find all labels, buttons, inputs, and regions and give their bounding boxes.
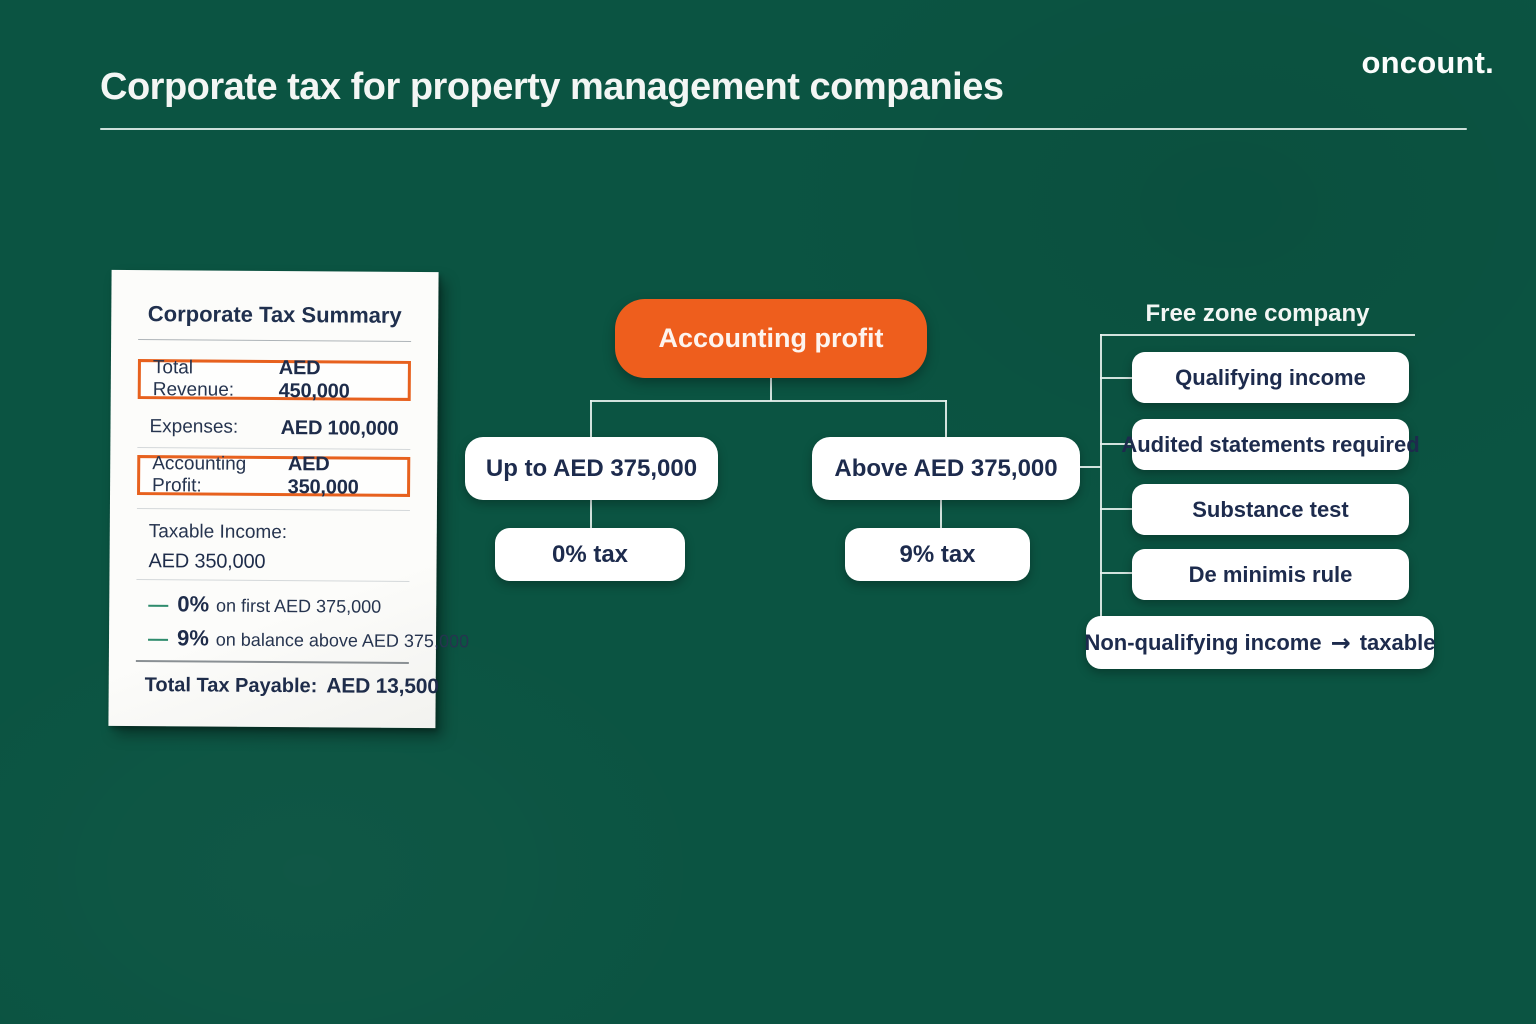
breakdown-rate: 0% [177, 591, 210, 617]
total-tax-label: Total Tax Payable: [144, 674, 318, 698]
expenses-value: AED 100,000 [280, 416, 399, 440]
connector-left-result [590, 499, 592, 529]
taxable-text: taxable [1359, 629, 1436, 655]
connector-root-drop [770, 378, 772, 401]
free-zone-non-qualifying-note: Non-qualifying income → taxable [1084, 616, 1436, 669]
free-zone-title: Free zone company [1145, 300, 1370, 327]
card-title: Corporate Tax Summary [147, 301, 402, 328]
taxable-income-value: AED 350,000 [148, 550, 266, 573]
right-arrow-icon: → [1330, 628, 1351, 657]
result-0-percent-tax: 0% tax [495, 528, 685, 581]
breakdown-rate-0: — 0% on first AED 375,000 [148, 591, 406, 619]
header-divider [100, 128, 1467, 130]
free-zone-title-rule [1100, 334, 1415, 336]
free-zone-item-substance-test: Substance test [1132, 484, 1409, 535]
total-tax-value: AED 13,500 [326, 674, 439, 699]
free-zone-stub [1100, 572, 1133, 574]
free-zone-item-qualifying-income: Qualifying income [1132, 352, 1409, 403]
free-zone-stub [1100, 508, 1133, 510]
total-revenue-row: Total Revenue: AED 450,000 [137, 357, 411, 403]
breakdown-rate: 9% [176, 625, 209, 651]
total-tax-row: Total Tax Payable: AED 13,500 [144, 673, 439, 699]
taxable-income-label: Taxable Income: [148, 521, 288, 544]
connector-left-drop [590, 400, 592, 438]
expenses-label: Expenses: [149, 416, 239, 438]
total-revenue-label: Total Revenue: [152, 357, 235, 401]
dash-bullet: — [147, 628, 169, 651]
tax-summary-card: Corporate Tax Summary Total Revenue: AED… [108, 269, 469, 729]
breakdown-text: on first AED 375,000 [215, 595, 382, 617]
accounting-profit-label: Accounting Profit: [152, 453, 247, 497]
breakdown-text: on balance above AED 375,000 [215, 629, 470, 652]
result-9-percent-tax: 9% tax [845, 528, 1030, 581]
oncount-logo: oncount. [1361, 45, 1494, 80]
expenses-row: Expenses: AED 100,000 [149, 414, 398, 442]
total-revenue-value: AED 450,000 [278, 357, 350, 403]
connector-branch-to-freezone [1080, 466, 1101, 468]
free-zone-item-audited-statements: Audited statements required [1121, 419, 1420, 470]
branch-above-375000: Above AED 375,000 [812, 437, 1080, 500]
connector-right-result [940, 499, 942, 529]
card-divider [136, 579, 410, 582]
free-zone-stub [1100, 443, 1133, 445]
card-divider [138, 339, 412, 342]
card-divider [137, 447, 411, 450]
free-zone-spine [1100, 334, 1102, 617]
branch-up-to-375000: Up to AED 375,000 [465, 437, 718, 500]
connector-branch-bar [590, 400, 947, 402]
page-title: Corporate tax for property management co… [100, 66, 1004, 108]
accounting-profit-row: Accounting Profit: AED 350,000 [137, 453, 411, 499]
card-divider [136, 508, 410, 511]
accounting-profit-node: Accounting profit [615, 299, 927, 378]
breakdown-rate-9: — 9% on balance above AED 375,000 [147, 625, 469, 653]
card-divider [135, 660, 409, 664]
connector-right-drop [945, 400, 947, 438]
free-zone-stub [1100, 377, 1133, 379]
free-zone-item-de-minimis-rule: De minimis rule [1132, 549, 1409, 600]
accounting-profit-value: AED 350,000 [287, 453, 359, 499]
non-qualifying-text: Non-qualifying income [1084, 629, 1322, 655]
dash-bullet: — [148, 594, 169, 617]
